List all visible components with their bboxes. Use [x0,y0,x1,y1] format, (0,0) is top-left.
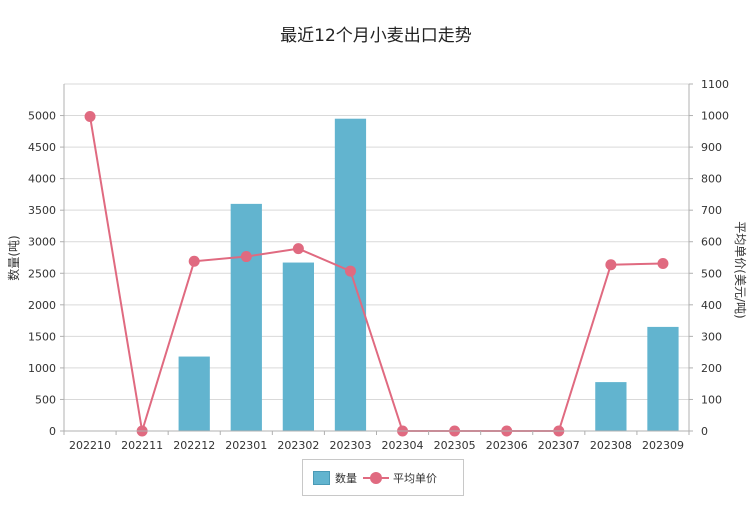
y-tick-label: 4000 [28,173,56,186]
y2-axis-label: 平均单价(美元/吨) [733,221,747,318]
x-tick-label: 202307 [538,439,580,452]
price-point-202212 [188,255,200,267]
y-tick-label: 0 [49,425,56,438]
y2-tick-label: 100 [701,393,722,406]
y-tick-label: 1500 [28,330,56,343]
y-tick-label: 2000 [28,299,56,312]
gridlines [64,83,689,400]
x-tick-label: 202304 [382,439,424,452]
price-point-202301 [240,251,252,263]
x-tick-label: 202306 [486,439,528,452]
price-point-202308 [605,259,617,271]
y2-tick-label: 300 [701,330,722,343]
y2-tick-label: 900 [701,141,722,154]
y2-tick-label: 600 [701,236,722,249]
y2-tick-label: 400 [701,299,722,312]
chart-title: 最近12个月小麦出口走势 [280,26,472,46]
bar-202301 [230,203,262,431]
bar-202308 [595,382,627,431]
bar-202212 [178,356,210,431]
y-tick-label: 500 [35,393,56,406]
legend-item-avg-price[interactable]: 平均单价 [357,470,437,486]
y-tick-label: 5000 [28,110,56,123]
y2-tick-label: 1100 [701,78,729,91]
bar-202302 [282,262,314,431]
x-tick-label: 202308 [590,439,632,452]
y-tick-label: 4500 [28,141,56,154]
x-tick-label: 202305 [434,439,476,452]
line-series-avg-price [84,110,669,437]
y-tick-label: 3000 [28,236,56,249]
y2-tick-label: 700 [701,204,722,217]
price-point-202210 [84,110,96,122]
y-axis-label: 数量(吨) [6,235,21,280]
x-tick-label: 202302 [277,439,319,452]
x-tick-label: 202211 [121,439,163,452]
bar-202309 [647,326,679,431]
x-tick-label: 202210 [69,439,111,452]
legend-swatch-bar [313,470,330,485]
axes: 0500100015002000250030003500400045005000… [28,78,729,452]
legend-label-quantity: 数量 [335,471,357,485]
x-tick-label: 202309 [642,439,684,452]
y2-tick-label: 500 [701,267,722,280]
legend: 数量 平均单价 [302,459,464,496]
y2-tick-label: 200 [701,362,722,375]
y-tick-label: 3500 [28,204,56,217]
y-tick-label: 1000 [28,362,56,375]
price-point-202309 [657,257,669,269]
y-tick-label: 2500 [28,267,56,280]
x-tick-label: 202303 [329,439,371,452]
legend-item-quantity[interactable]: 数量 [313,470,357,486]
y2-tick-label: 1000 [701,110,729,123]
y2-tick-label: 0 [701,425,708,438]
price-point-202303 [344,265,356,277]
x-tick-label: 202301 [225,439,267,452]
legend-label-avg-price: 平均单价 [393,471,437,485]
price-point-202302 [292,243,304,255]
bar-series-quantity [178,118,679,431]
legend-marker-line [363,471,389,485]
price-line [89,116,663,432]
y2-tick-label: 800 [701,173,722,186]
x-tick-label: 202212 [173,439,215,452]
